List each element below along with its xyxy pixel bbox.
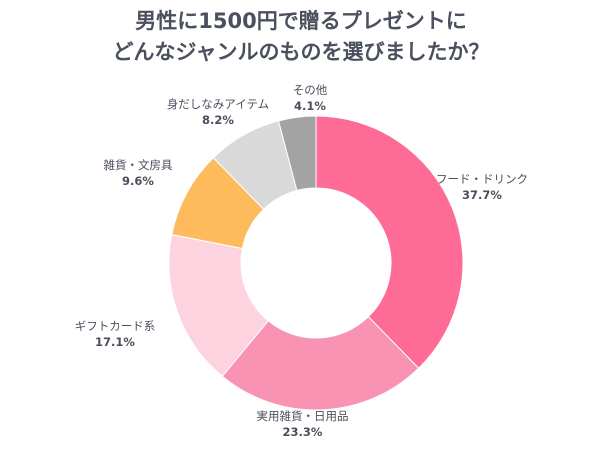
- label-food-drink-value: 37.7%: [462, 188, 502, 202]
- label-daily-goods-name: 実用雑貨・日用品: [256, 409, 349, 423]
- label-grooming: 身だしなみアイテム 8.2%: [158, 96, 278, 128]
- label-stationery-name: 雑貨・文房具: [103, 158, 173, 172]
- label-gift-card-name: ギフトカード系: [74, 319, 156, 333]
- label-food-drink-name: フード・ドリンク: [436, 172, 528, 186]
- label-daily-goods: 実用雑貨・日用品 23.3%: [235, 408, 370, 440]
- label-food-drink: フード・ドリンク 37.7%: [412, 171, 552, 203]
- label-gift-card-value: 17.1%: [95, 335, 135, 349]
- label-stationery-value: 9.6%: [122, 174, 154, 188]
- label-other-name: その他: [292, 83, 328, 97]
- slice-food-drink: [315, 115, 464, 369]
- label-grooming-value: 8.2%: [202, 113, 234, 127]
- label-other-value: 4.1%: [294, 99, 326, 113]
- label-other: その他 4.1%: [280, 82, 340, 114]
- chart-title: 男性に1500円で贈るプレゼントに どんなジャンルのものを選びましたか？: [0, 6, 602, 68]
- chart-title-line-2: どんなジャンルのものを選びましたか？: [112, 40, 490, 64]
- chart-title-line-1: 男性に1500円で贈るプレゼントに: [135, 9, 467, 33]
- slice-daily-goods: [221, 315, 420, 411]
- label-daily-goods-value: 23.3%: [282, 425, 323, 439]
- label-grooming-name: 身だしなみアイテム: [166, 97, 270, 111]
- label-gift-card: ギフトカード系 17.1%: [60, 318, 170, 350]
- label-stationery: 雑貨・文房具 9.6%: [88, 157, 188, 189]
- slice-other: [277, 115, 317, 192]
